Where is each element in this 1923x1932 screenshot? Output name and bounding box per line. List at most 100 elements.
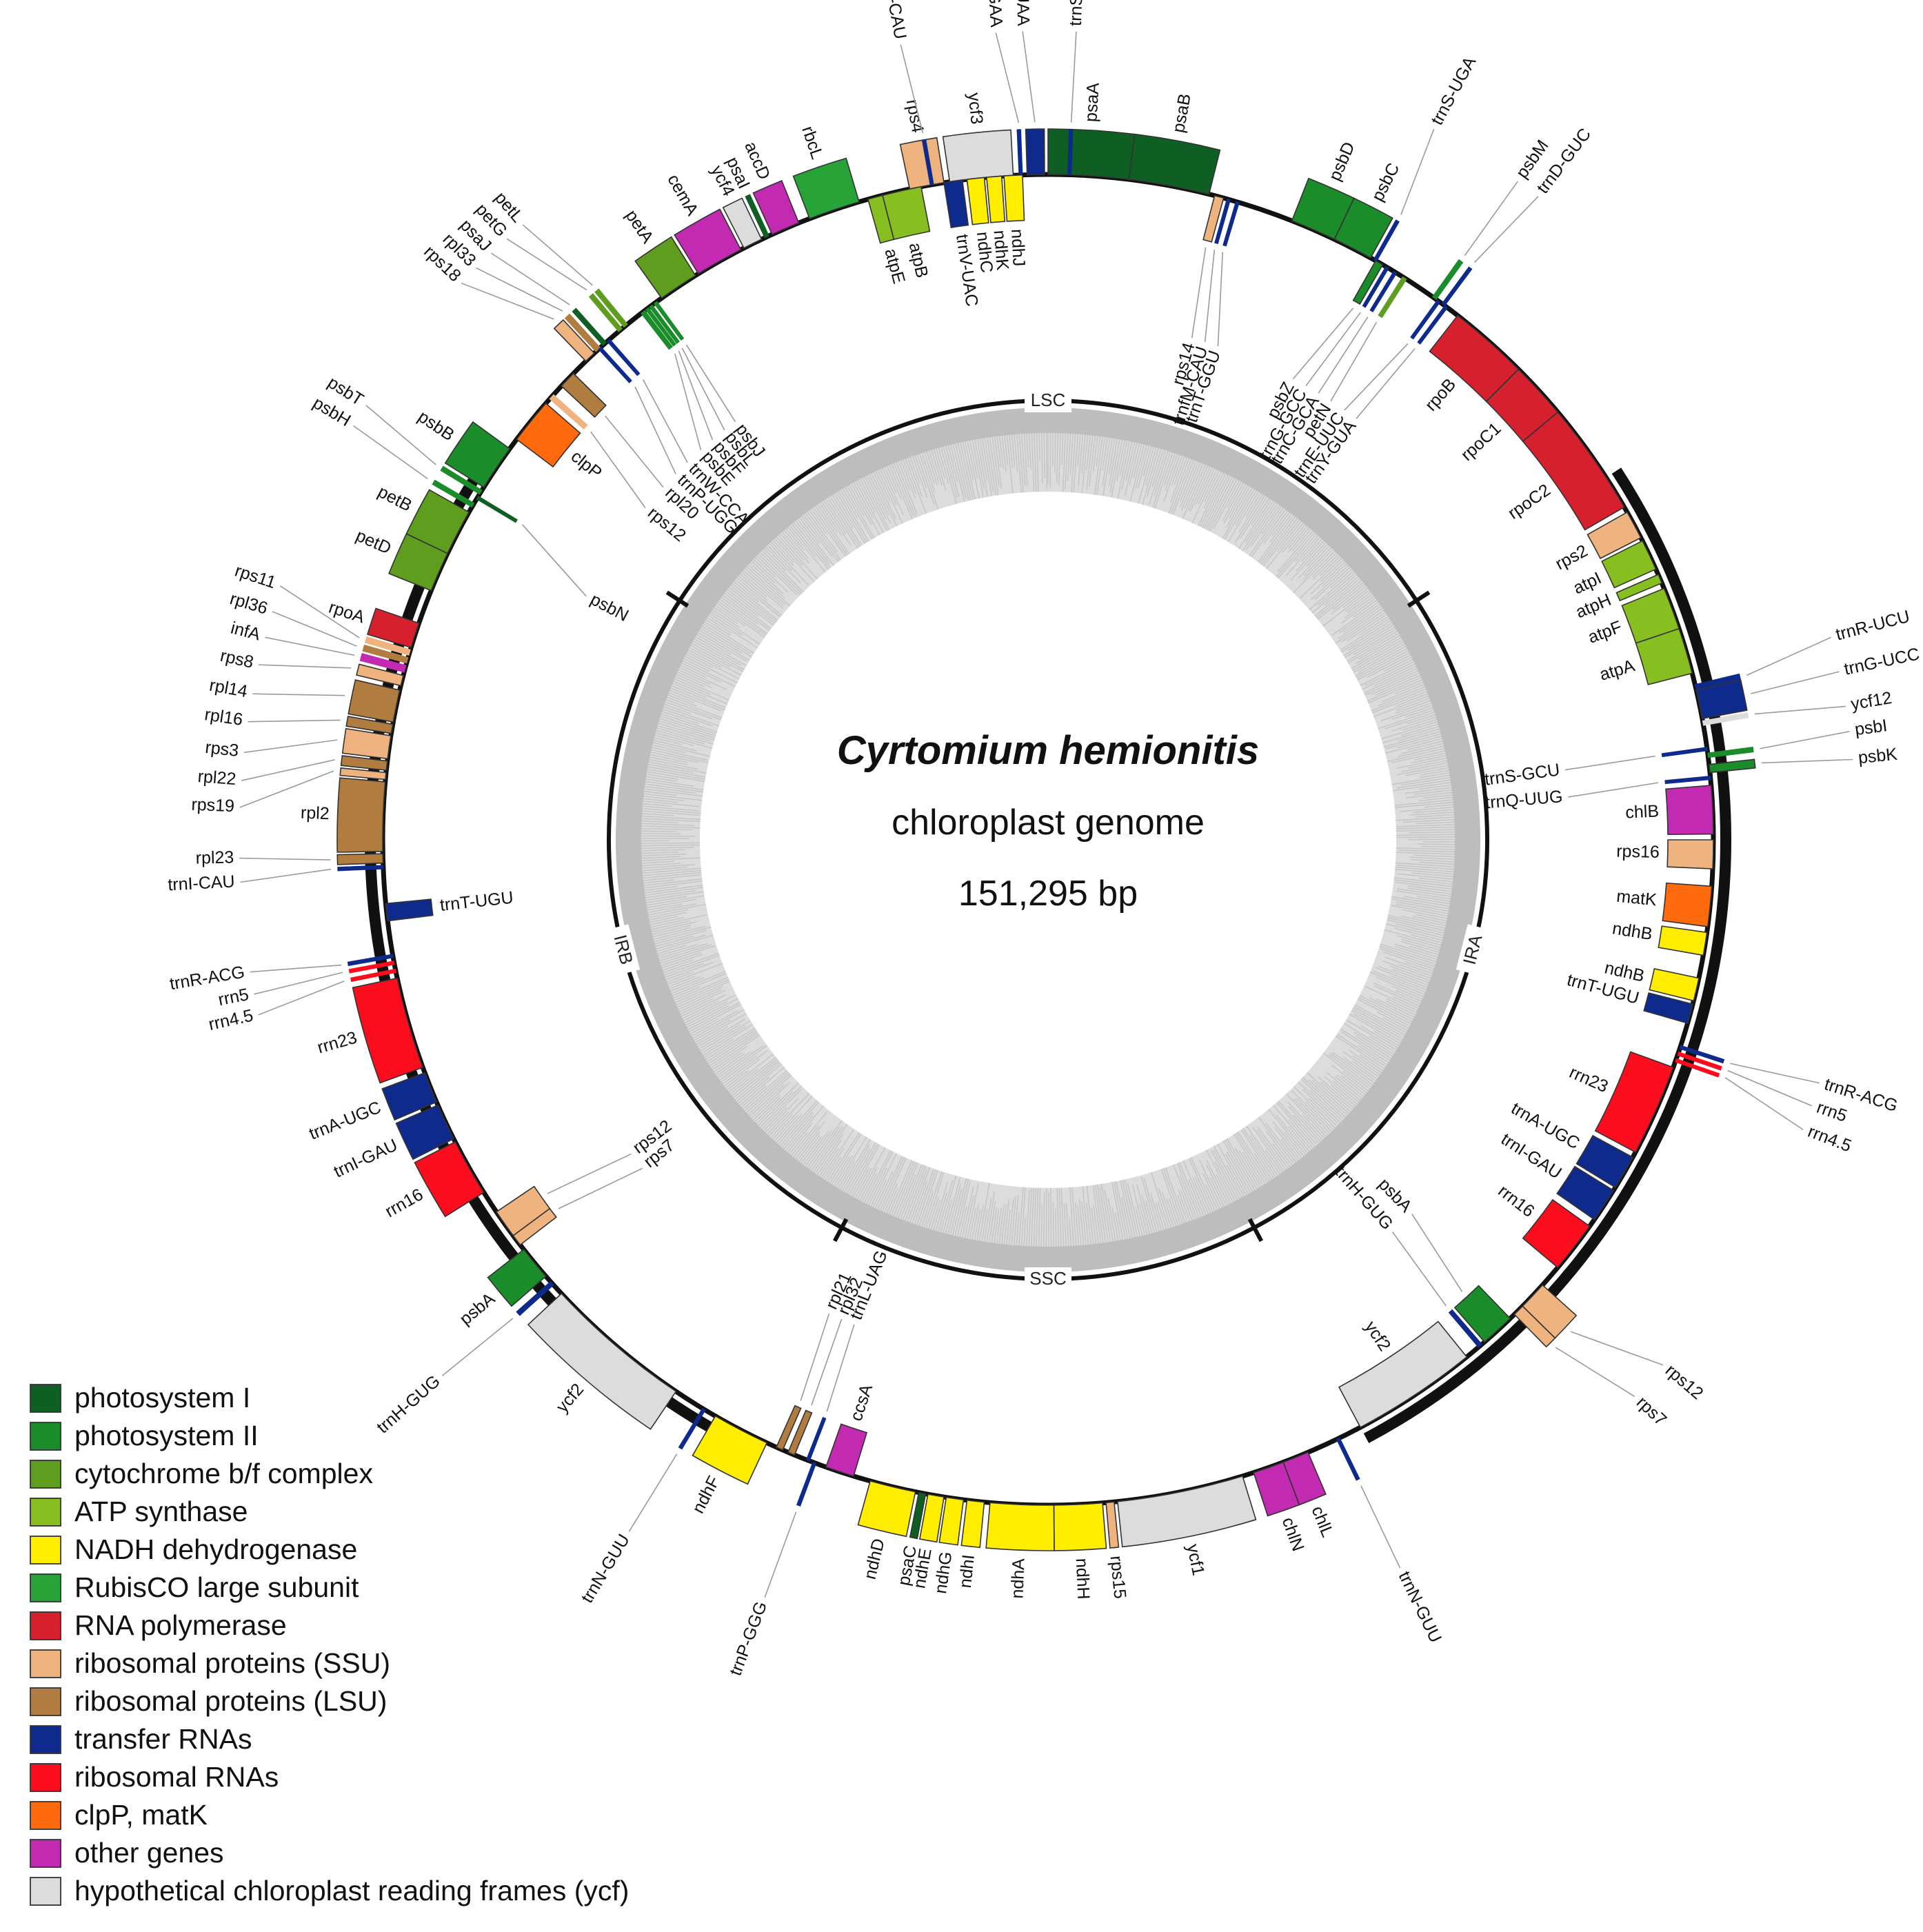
gene-trnq-uug <box>1664 775 1711 785</box>
gene-label: cemA <box>663 171 702 219</box>
gene-rpl21 <box>775 1405 802 1451</box>
gene-label: rpl14 <box>208 676 249 702</box>
gene-psba <box>487 1248 547 1307</box>
gene-cema <box>674 208 742 275</box>
gene-trnr-acg <box>1679 1045 1725 1064</box>
gene-label: rrn23 <box>315 1028 359 1058</box>
region-label-lsc: LSC <box>1025 389 1071 412</box>
gene-label: ndhK <box>990 230 1013 272</box>
legend-swatch-atp <box>30 1498 61 1527</box>
gene-label: ndhA <box>1007 1558 1028 1599</box>
legend-swatch-psii <box>30 1422 61 1451</box>
gene-trng-ucc <box>1695 679 1748 720</box>
gene-label: trnF-GAA <box>982 0 1006 28</box>
gene-label: ndhI <box>956 1553 978 1589</box>
gene-label: rrn16 <box>382 1185 427 1221</box>
gene-label: trnN-GUU <box>1395 1569 1446 1646</box>
gene-label: trnN-GUU <box>577 1531 634 1607</box>
genome-length: 151,295 bp <box>958 874 1138 914</box>
gene-label: petA <box>621 206 657 247</box>
gene-label: psbD <box>1325 139 1359 184</box>
gene-trnr-acg <box>347 954 394 967</box>
gene-label: trnG-UCC <box>1842 644 1922 678</box>
leader-line <box>521 524 587 597</box>
gene-rps4 <box>899 137 945 190</box>
gene-rrn23 <box>352 977 424 1084</box>
gene-matk <box>1662 882 1713 927</box>
legend-label-rpo: RNA polymerase <box>74 1609 287 1641</box>
gene-label: trnR-UCU <box>1834 607 1912 645</box>
gene-label: chlN <box>1278 1515 1308 1553</box>
gene-rps7 <box>1513 1305 1556 1348</box>
leader-line <box>240 868 331 883</box>
gene-ycf4 <box>722 197 763 249</box>
gene-label: ycf2 <box>1361 1318 1395 1355</box>
gene-ndhf <box>692 1415 768 1485</box>
gene-accd <box>752 180 800 235</box>
gene-label: trnI-CAU <box>168 872 236 894</box>
gene-rpl23 <box>336 853 384 865</box>
region-label-ssc: SSC <box>1025 1267 1071 1291</box>
gc-content-ring <box>616 407 1480 1272</box>
leader-line <box>365 405 436 465</box>
legend-label-rrna: ribosomal RNAs <box>74 1761 279 1793</box>
gene-label: rpoA <box>326 598 367 627</box>
leader-line <box>243 739 338 754</box>
region-boundaries <box>665 590 1431 1242</box>
gene-label: ndhH <box>1072 1558 1094 1600</box>
gene-trns-uga <box>1373 219 1400 262</box>
legend-label-ndh: NADH dehydrogenase <box>74 1533 357 1565</box>
gene-label: trnQ-UUG <box>1484 787 1563 812</box>
legend-label-psi: photosystem I <box>74 1382 250 1413</box>
gene-rpl16 <box>345 716 394 734</box>
gene-label: petD <box>353 526 394 559</box>
gene-label: trnT-UGU <box>439 888 514 915</box>
region-boundary <box>1407 590 1431 608</box>
gene-label: infA <box>229 618 263 645</box>
legend-swatch-psi <box>30 1384 61 1413</box>
leader-line <box>241 759 335 781</box>
leader-line <box>674 353 702 451</box>
gene-ycf3 <box>942 129 1014 183</box>
gene-blocks <box>336 128 1756 1551</box>
gene-psbm <box>1431 259 1464 301</box>
legend-swatch-rbc <box>30 1573 61 1602</box>
gene-rpl20 <box>561 372 607 419</box>
gene-label: psbI <box>1853 716 1889 739</box>
gene-label: ycf1 <box>1183 1542 1209 1578</box>
region-boundary <box>665 590 689 608</box>
leader-line <box>476 267 563 312</box>
gene-rrn16 <box>1522 1198 1591 1269</box>
gene-trnt-ggu <box>1222 201 1240 247</box>
leader-line <box>1750 671 1840 694</box>
leader-line <box>1761 758 1853 764</box>
gene-label: rpl36 <box>228 589 270 618</box>
gene-label: psbB <box>414 407 458 445</box>
gene-ndhi <box>960 1499 985 1549</box>
gene-label: trnH-GUG <box>373 1371 444 1438</box>
gene-ycf1 <box>1116 1475 1257 1548</box>
legend-swatch-ndh <box>30 1536 61 1564</box>
gene-rrn5 <box>348 960 395 974</box>
gene-label: psaB <box>1169 92 1195 134</box>
gene-trnn-guu <box>1336 1437 1360 1481</box>
leader-line <box>522 224 593 286</box>
gene-chlb <box>1665 785 1714 835</box>
gene-label: psbC <box>1368 160 1404 205</box>
gene-label: ccsA <box>847 1382 877 1424</box>
leader-line <box>1305 312 1361 387</box>
region-boundary <box>832 1218 849 1242</box>
gene-rpl32 <box>787 1409 813 1456</box>
leader-line <box>1730 1063 1820 1084</box>
leader-line <box>248 719 341 723</box>
legend-label-trna: transfer RNAs <box>74 1723 252 1755</box>
leader-line <box>441 1318 514 1376</box>
gene-label: rpoC2 <box>1504 481 1554 523</box>
leader-line <box>681 348 725 431</box>
gene-label: rpl22 <box>197 767 236 789</box>
leader-line <box>1356 348 1416 419</box>
gene-rps16 <box>1667 839 1714 869</box>
legend-swatch-cyt <box>30 1460 61 1489</box>
legend-label-cyt: cytochrome b/f complex <box>74 1458 373 1489</box>
gene-ndhe <box>918 1493 945 1543</box>
